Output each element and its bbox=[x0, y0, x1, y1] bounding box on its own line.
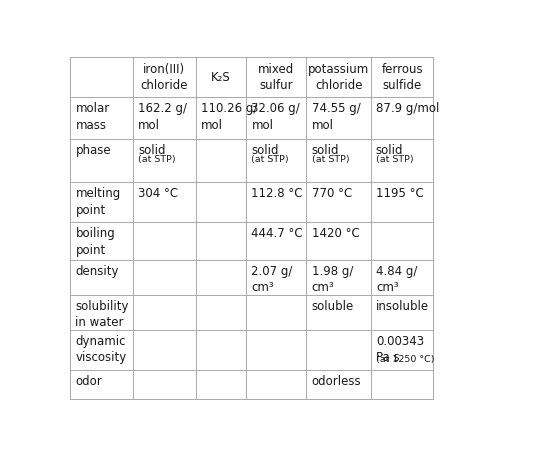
Text: soluble: soluble bbox=[312, 300, 354, 313]
Text: 1420 °C: 1420 °C bbox=[312, 227, 359, 240]
Text: melting
point: melting point bbox=[75, 187, 121, 217]
Text: solid: solid bbox=[138, 144, 165, 157]
Text: 110.26 g/
mol: 110.26 g/ mol bbox=[201, 102, 257, 132]
Text: 444.7 °C: 444.7 °C bbox=[252, 227, 303, 240]
Text: 2.07 g/
cm³: 2.07 g/ cm³ bbox=[252, 265, 293, 294]
Text: solid: solid bbox=[376, 144, 403, 157]
Text: density: density bbox=[75, 265, 119, 278]
Text: (at STP): (at STP) bbox=[376, 155, 413, 164]
Text: insoluble: insoluble bbox=[376, 300, 429, 313]
Text: 162.2 g/
mol: 162.2 g/ mol bbox=[138, 102, 187, 132]
Text: molar
mass: molar mass bbox=[75, 102, 110, 132]
Text: 4.84 g/
cm³: 4.84 g/ cm³ bbox=[376, 265, 417, 294]
Text: 32.06 g/
mol: 32.06 g/ mol bbox=[252, 102, 300, 132]
Text: odor: odor bbox=[75, 375, 102, 388]
Text: dynamic
viscosity: dynamic viscosity bbox=[75, 335, 127, 364]
Text: 74.55 g/
mol: 74.55 g/ mol bbox=[312, 102, 360, 132]
Text: 87.9 g/mol: 87.9 g/mol bbox=[376, 102, 439, 115]
Text: solubility
in water: solubility in water bbox=[75, 300, 129, 329]
Text: ferrous
sulfide: ferrous sulfide bbox=[381, 63, 423, 92]
Text: 0.00343
Pa s: 0.00343 Pa s bbox=[376, 335, 424, 364]
Text: iron(III)
chloride: iron(III) chloride bbox=[140, 63, 188, 92]
Text: 1195 °C: 1195 °C bbox=[376, 187, 424, 200]
Text: (at STP): (at STP) bbox=[312, 155, 349, 164]
Text: 1.98 g/
cm³: 1.98 g/ cm³ bbox=[312, 265, 353, 294]
Text: potassium
chloride: potassium chloride bbox=[308, 63, 369, 92]
Text: solid: solid bbox=[312, 144, 339, 157]
Text: (at STP): (at STP) bbox=[138, 155, 176, 164]
Text: solid: solid bbox=[252, 144, 279, 157]
Text: phase: phase bbox=[75, 144, 111, 157]
Text: (at STP): (at STP) bbox=[252, 155, 289, 164]
Text: 770 °C: 770 °C bbox=[312, 187, 352, 200]
Text: boiling
point: boiling point bbox=[75, 227, 115, 257]
Text: 112.8 °C: 112.8 °C bbox=[252, 187, 303, 200]
Text: odorless: odorless bbox=[312, 375, 361, 388]
Text: 304 °C: 304 °C bbox=[138, 187, 178, 200]
Text: (at 1250 °C): (at 1250 °C) bbox=[376, 355, 435, 364]
Text: mixed
sulfur: mixed sulfur bbox=[258, 63, 294, 92]
Text: K₂S: K₂S bbox=[211, 71, 231, 84]
